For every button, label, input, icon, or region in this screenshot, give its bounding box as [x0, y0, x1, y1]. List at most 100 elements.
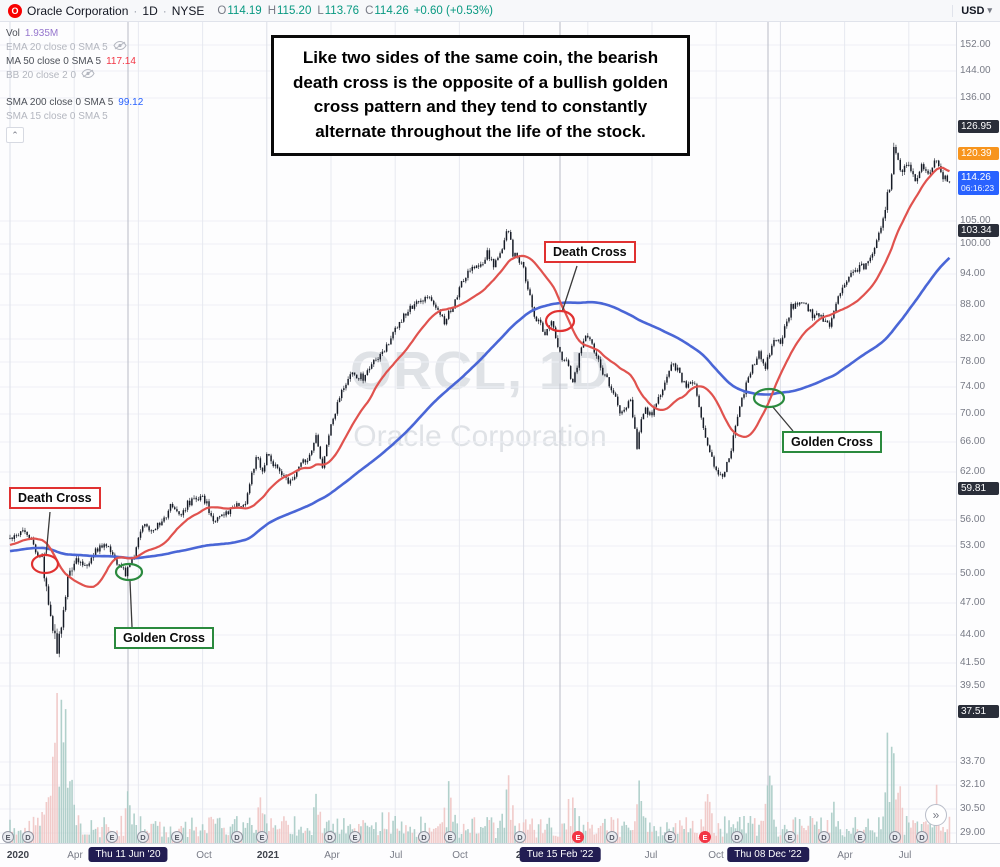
time-label-month: Oct — [196, 850, 212, 861]
price-tick: 41.50 — [960, 657, 986, 668]
dividend-marker[interactable]: D — [606, 831, 618, 843]
separator-dot: · — [162, 3, 167, 18]
annotation-connector — [561, 265, 578, 313]
volume-bars-up — [9, 699, 946, 843]
dividend-marker[interactable]: D — [324, 831, 336, 843]
price-tick: 74.00 — [960, 381, 986, 392]
volume-bars-down — [11, 693, 951, 843]
price-level-badge: 103.34 — [958, 224, 999, 237]
time-label-month: Apr — [324, 850, 340, 861]
death-cross-label[interactable]: Death Cross — [544, 241, 636, 263]
interval-button[interactable]: 1D — [142, 3, 158, 18]
annotation-text-box[interactable]: Like two sides of the same coin, the bea… — [271, 35, 690, 156]
svg-text:D: D — [821, 833, 827, 842]
price-tick: 29.00 — [960, 827, 986, 838]
annotation-connector — [45, 511, 51, 557]
golden-cross-circle — [114, 562, 144, 582]
price-tick: 82.00 — [960, 333, 986, 344]
volume-value: 1.935M — [24, 27, 59, 39]
dividend-marker[interactable]: D — [818, 831, 830, 843]
annotation-connector — [129, 580, 133, 628]
earnings-marker[interactable]: E — [664, 831, 676, 843]
golden-cross-label[interactable]: Golden Cross — [114, 627, 214, 649]
symbol-title[interactable]: Oracle Corporation — [27, 3, 129, 18]
dividend-marker[interactable]: D — [137, 831, 149, 843]
price-tick: 47.00 — [960, 597, 986, 608]
legend-row-ema20[interactable]: EMA 20 close 0 SMA 5 — [6, 40, 143, 54]
earnings-marker[interactable]: E — [699, 831, 711, 843]
dividend-marker[interactable]: D — [22, 831, 34, 843]
candle-wicks — [9, 142, 950, 658]
svg-text:E: E — [667, 833, 672, 842]
dividend-marker[interactable]: D — [731, 831, 743, 843]
scroll-to-recent-button[interactable]: » — [925, 804, 947, 826]
earnings-marker[interactable]: E — [444, 831, 456, 843]
oracle-logo-icon[interactable]: O — [8, 3, 22, 18]
eye-hidden-icon[interactable] — [81, 68, 95, 81]
legend-row-volume[interactable]: Vol 1.935M — [6, 27, 59, 39]
eye-hidden-icon[interactable] — [113, 40, 127, 53]
price-axis[interactable]: 152.00 144.00 136.00 105.00 100.00 94.00 88.00… — [956, 0, 1000, 843]
currency-button[interactable]: USD ▾ — [952, 4, 992, 17]
indicator-legend: Vol 1.935M EMA 20 close 0 SMA 5 MA 50 cl… — [6, 26, 143, 143]
legend-row-sma15[interactable]: SMA 15 close 0 SMA 5 — [6, 110, 108, 122]
price-tick: 66.00 — [960, 436, 986, 447]
svg-text:D: D — [892, 833, 898, 842]
svg-text:E: E — [447, 833, 452, 842]
svg-text:E: E — [857, 833, 862, 842]
price-tick: 105.00 — [960, 215, 991, 226]
svg-text:D: D — [327, 833, 333, 842]
collapse-legend-button[interactable]: ⌃ — [6, 127, 24, 143]
earnings-marker[interactable]: E — [349, 831, 361, 843]
price-level-badge: 126.95 — [958, 120, 999, 133]
change-value: +0.60 (+0.53%) — [413, 4, 493, 17]
time-axis[interactable]: 2020AprOct2021AprJulOct2022JulOctAprJulT… — [0, 843, 1000, 867]
top-toolbar: O Oracle Corporation · 1D · NYSE O114.19… — [0, 0, 1000, 22]
ma50-value: 117.14 — [106, 55, 136, 67]
svg-text:E: E — [702, 833, 707, 842]
earnings-marker[interactable]: E — [2, 831, 14, 843]
svg-text:E: E — [575, 833, 580, 842]
earnings-marker[interactable]: E — [171, 831, 183, 843]
sma200-line — [9, 256, 951, 560]
golden-cross-label[interactable]: Golden Cross — [782, 431, 882, 453]
price-tick: 88.00 — [960, 299, 986, 310]
dividend-marker[interactable]: D — [514, 831, 526, 843]
dividend-marker[interactable]: D — [231, 831, 243, 843]
date-badge: Thu 08 Dec '22 — [727, 847, 809, 862]
sma50-line — [9, 166, 950, 588]
high-value: 115.20 — [277, 4, 312, 17]
svg-text:E: E — [787, 833, 792, 842]
death-cross-circle — [30, 553, 60, 575]
price-tick: 39.50 — [960, 680, 986, 691]
earnings-marker[interactable]: E — [256, 831, 268, 843]
dividend-marker[interactable]: D — [916, 831, 928, 843]
svg-text:E: E — [259, 833, 264, 842]
separator-dot: · — [133, 3, 138, 18]
dividend-marker[interactable]: D — [889, 831, 901, 843]
low-value: 113.76 — [324, 4, 360, 17]
svg-text:D: D — [140, 833, 146, 842]
legend-row-ma50[interactable]: MA 50 close 0 SMA 5 117.14 — [6, 55, 136, 67]
svg-text:D: D — [734, 833, 740, 842]
legend-row-bb20[interactable]: BB 20 close 2 0 — [6, 68, 143, 82]
time-label-month: Oct — [708, 850, 724, 861]
price-tick: 44.00 — [960, 629, 986, 640]
price-tick: 30.50 — [960, 803, 986, 814]
svg-text:E: E — [109, 833, 114, 842]
date-badge: Tue 15 Feb '22 — [519, 847, 601, 862]
earnings-marker[interactable]: E — [572, 831, 584, 843]
svg-text:D: D — [25, 833, 31, 842]
legend-row-sma200[interactable]: SMA 200 close 0 SMA 5 99.12 — [6, 96, 144, 108]
death-cross-label[interactable]: Death Cross — [9, 487, 101, 509]
earnings-marker[interactable]: E — [854, 831, 866, 843]
earnings-marker[interactable]: E — [784, 831, 796, 843]
date-badge: Thu 11 Jun '20 — [88, 847, 168, 862]
price-level-badge: 59.81 — [958, 482, 999, 495]
earnings-marker[interactable]: E — [106, 831, 118, 843]
price-tick: 70.00 — [960, 408, 986, 419]
dividend-marker[interactable]: D — [418, 831, 430, 843]
